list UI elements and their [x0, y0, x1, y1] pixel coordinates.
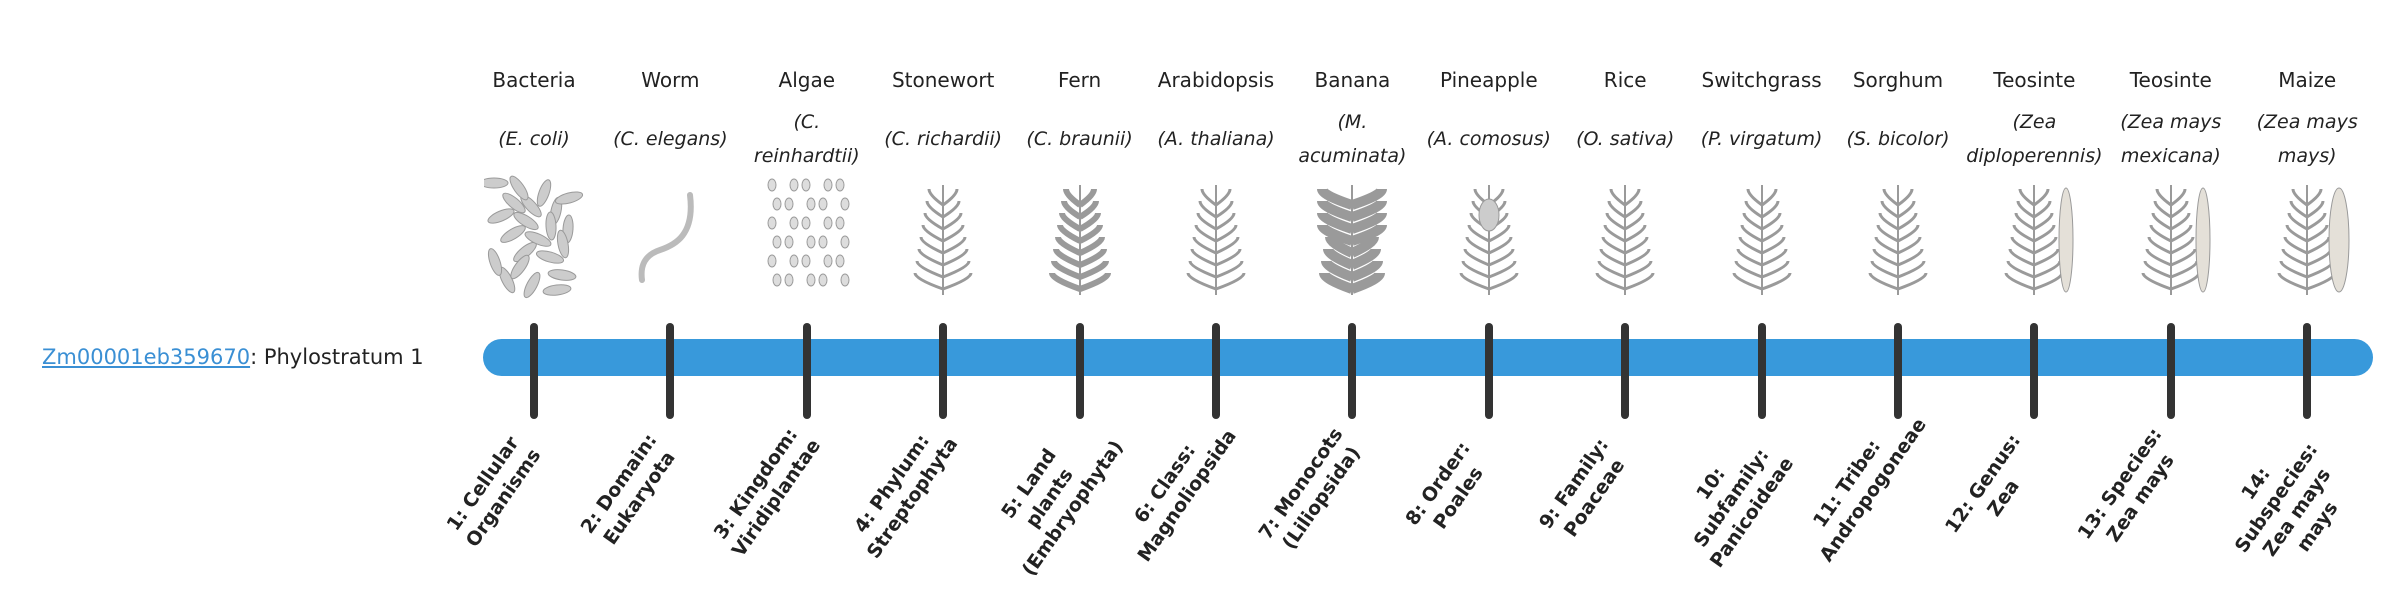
organism-common-name-banana: Banana: [1314, 68, 1391, 92]
scientific-name-text: (C. braunii): [1026, 128, 1133, 150]
stratum-label: 11: Tribe: Andropogoneae: [1808, 414, 1931, 566]
stratum-tick: [2166, 323, 2175, 419]
organism-common-name-worm: Worm: [641, 68, 700, 92]
stratum-label: 9: Family: Poaceae: [1535, 434, 1630, 542]
organism-common-name-teosinte: Teosinte: [1993, 68, 2076, 92]
rice-icon: [1557, 175, 1693, 300]
banana-icon: [1284, 175, 1420, 300]
organism-common-name-switchgrass: Switchgrass: [1701, 68, 1822, 92]
scientific-name-text: (C. richardii): [884, 128, 1003, 150]
maize-icon: [2239, 175, 2375, 300]
phylostratum-text: Phylostratum 1: [263, 345, 424, 369]
organism-scientific-name: (Zea mays mays): [2239, 104, 2375, 174]
organism-common-name-rice: Rice: [1603, 68, 1647, 92]
scientific-name-text: (S. bicolor): [1846, 128, 1950, 150]
stratum-label: 3: Kingdom: Viridiplantae: [709, 424, 825, 561]
organism-scientific-name: (C. reinhardtii): [739, 104, 875, 174]
bacteria-icon: [466, 175, 602, 300]
scientific-name-text: (E. coli): [498, 128, 570, 150]
pineapple-icon: [1421, 175, 1557, 300]
scientific-name-text: (Zea mays mexicana): [2120, 111, 2222, 167]
organism-common-name-maize: Maize: [2278, 68, 2337, 92]
stratum-label: 8: Order: Poales: [1401, 437, 1488, 534]
gene-separator: :: [250, 345, 264, 369]
scientific-name-text: (Zea mays mays): [2256, 111, 2358, 167]
stratum-tick: [802, 323, 811, 419]
stratum-tick: [939, 323, 948, 419]
organism-common-name-teosinte: Teosinte: [2129, 68, 2212, 92]
organism-common-name-stonewort: Stonewort: [891, 68, 995, 92]
organism-scientific-name: (C. elegans): [602, 104, 738, 174]
organism-scientific-name: (O. sativa): [1557, 104, 1693, 174]
stratum-tick: [530, 323, 538, 419]
switchgrass-icon: [1694, 175, 1830, 300]
stratum-label: 6: Class: Magnoliopsida: [1129, 425, 1241, 566]
scientific-name-text: (Zea diploperennis): [1966, 111, 2103, 167]
organism-scientific-name: (C. richardii): [875, 104, 1011, 174]
organism-scientific-name: (A. thaliana): [1148, 104, 1284, 174]
stratum-tick: [1348, 323, 1357, 419]
organism-scientific-name: (C. braunii): [1012, 104, 1148, 174]
organism-common-name-sorghum: Sorghum: [1852, 68, 1944, 92]
organism-scientific-name: (Zea mays mexicana): [2103, 104, 2239, 174]
stratum-tick: [1757, 323, 1766, 419]
stratum-label: 13: Species: Zea mays: [2073, 424, 2179, 547]
scientific-name-text: (A. comosus): [1426, 128, 1551, 150]
organism-common-name-pineapple: Pineapple: [1439, 68, 1538, 92]
organism-common-name-arabidopsis: Arabidopsis: [1157, 68, 1275, 92]
scientific-name-text: (C. elegans): [613, 128, 728, 150]
stratum-label: 4: Phylum: Streptophyta: [850, 430, 963, 563]
organism-common-name-fern: Fern: [1057, 68, 1102, 92]
scientific-name-text: (P. virgatum): [1700, 128, 1823, 150]
teosinte-icon: [1966, 175, 2102, 300]
stratum-label: 1: Cellular Organisms: [442, 432, 546, 552]
stratum-tick: [666, 323, 675, 419]
scientific-name-text: (C. reinhardtii): [753, 111, 860, 167]
algae-icon: [739, 175, 875, 300]
scientific-name-text: (M. acuminata): [1298, 111, 1407, 167]
gene-link[interactable]: Zm00001eb359670: [42, 345, 251, 369]
stratum-label: 7: Monocots (Liliopsida): [1254, 423, 1366, 554]
organism-common-name-algae: Algae: [778, 68, 836, 92]
scientific-name-text: (A. thaliana): [1157, 128, 1275, 150]
organism-scientific-name: (M. acuminata): [1284, 104, 1420, 174]
organism-scientific-name: (E. coli): [466, 104, 602, 174]
organism-scientific-name: (Zea diploperennis): [1966, 104, 2102, 174]
stratum-label: 10: Subfamily: Panicoideae: [1689, 444, 1798, 572]
organism-common-name-bacteria: Bacteria: [492, 68, 576, 92]
phylostratum-bar: [483, 339, 2373, 376]
stratum-label: 14: Subspecies: Zea mays mays: [2230, 439, 2343, 561]
scientific-name-text: (O. sativa): [1576, 128, 1675, 150]
fern-icon: [1012, 175, 1148, 300]
stonewort-icon: [875, 175, 1011, 300]
sorghum-icon: [1830, 175, 1966, 300]
gene-label: Zm00001eb359670: Phylostratum 1: [42, 340, 424, 374]
stratum-tick: [1484, 323, 1493, 419]
stratum-tick: [1075, 323, 1084, 419]
organism-scientific-name: (S. bicolor): [1830, 104, 1966, 174]
worm-icon: [602, 175, 738, 300]
stratum-label: 12: Genus: Zea: [1941, 430, 2026, 538]
teosinte-icon: [2103, 175, 2239, 300]
stratum-label: 5: Land plants (Embryophyta): [996, 436, 1128, 581]
stratum-tick: [1621, 323, 1630, 419]
stratum-tick: [2030, 323, 2039, 419]
stratum-label: 2: Domain: Eukaryota: [576, 429, 681, 549]
stratum-tick: [2303, 323, 2312, 419]
stratum-tick: [1212, 323, 1220, 419]
arabidopsis-icon: [1148, 175, 1284, 300]
organism-scientific-name: (A. comosus): [1421, 104, 1557, 174]
stratum-tick: [1894, 323, 1902, 419]
organism-scientific-name: (P. virgatum): [1694, 104, 1830, 174]
